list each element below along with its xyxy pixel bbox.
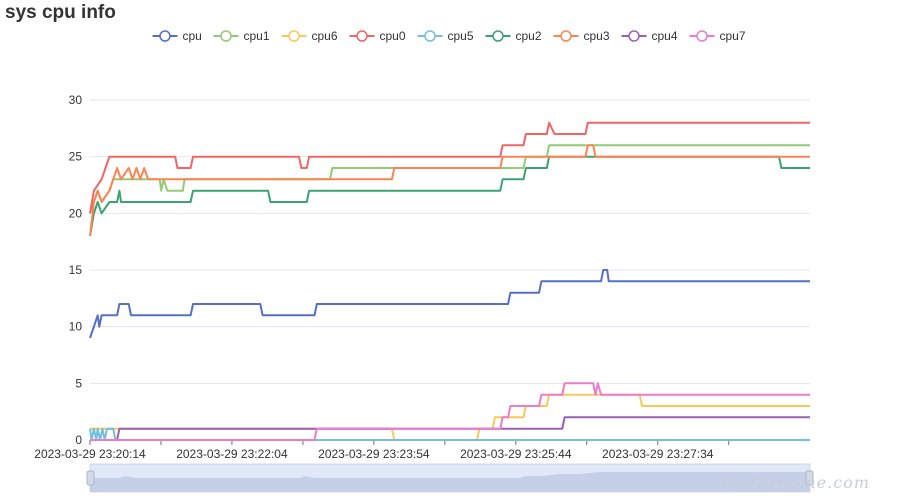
legend-item-cpu7[interactable]: cpu7 xyxy=(689,29,746,43)
legend-label-cpu6: cpu6 xyxy=(312,29,338,43)
y-tick-label: 0 xyxy=(75,433,82,447)
series-layer xyxy=(89,121,810,441)
legend-marker-cpu1 xyxy=(220,30,232,42)
legend-marker-cpu0 xyxy=(356,30,368,42)
legend-marker-cpu4 xyxy=(628,30,640,42)
zoom-handle-left[interactable] xyxy=(86,470,95,486)
y-tick-label: 20 xyxy=(69,206,83,220)
legend-marker-cpu6 xyxy=(288,30,300,42)
legend-item-cpu3[interactable]: cpu3 xyxy=(553,29,610,43)
series-line-cpu5[interactable] xyxy=(89,427,810,441)
grid-layer xyxy=(90,99,810,384)
y-tick-label: 5 xyxy=(75,376,82,390)
legend-label-cpu1: cpu1 xyxy=(244,29,270,43)
y-tick-label: 30 xyxy=(69,93,83,107)
y-tick-label: 25 xyxy=(69,150,83,164)
series-line-cpu3[interactable] xyxy=(89,144,810,237)
legend-item-cpu1[interactable]: cpu1 xyxy=(213,29,270,43)
x-tick-label: 2023-03-29 23:20:14 xyxy=(34,447,146,461)
zoom-handle-right[interactable] xyxy=(805,470,814,486)
legend-label-cpu: cpu xyxy=(183,29,202,43)
watermark: TestErhome.com xyxy=(719,473,870,492)
legend-item-cpu5[interactable]: cpu5 xyxy=(417,29,474,43)
legend-item-cpu2[interactable]: cpu2 xyxy=(485,29,542,43)
legend-marker-cpu2 xyxy=(492,30,504,42)
series-line-cpu0[interactable] xyxy=(89,121,810,214)
legend-label-cpu3: cpu3 xyxy=(584,29,610,43)
legend: cpu cpu1 cpu6 cpu0 cpu5 cpu2 cpu3 cpu4 cpu7 xyxy=(152,29,746,43)
chart-title: sys cpu info xyxy=(5,2,116,23)
x-tick-label: 2023-03-29 23:22:04 xyxy=(176,447,288,461)
zoom-selected-range xyxy=(90,464,810,492)
x-tick-label: 2023-03-29 23:23:54 xyxy=(318,447,430,461)
series-line-cpu[interactable] xyxy=(89,269,810,339)
legend-label-cpu5: cpu5 xyxy=(448,29,474,43)
legend-marker-cpu xyxy=(159,30,171,42)
legend-item-cpu0[interactable]: cpu0 xyxy=(349,29,406,43)
series-line-cpu7[interactable] xyxy=(90,382,810,441)
legend-label-cpu7: cpu7 xyxy=(720,29,746,43)
legend-item-cpu[interactable]: cpu xyxy=(152,29,202,43)
series-line-cpu2[interactable] xyxy=(89,155,810,237)
y-tick-label: 10 xyxy=(69,320,83,334)
legend-label-cpu4: cpu4 xyxy=(652,29,678,43)
legend-marker-cpu7 xyxy=(696,30,708,42)
x-tick-label: 2023-03-29 23:25:44 xyxy=(460,447,572,461)
y-tick-label: 15 xyxy=(69,263,83,277)
legend-label-cpu2: cpu2 xyxy=(516,29,542,43)
legend-marker-cpu3 xyxy=(560,30,572,42)
data-zoom-slider[interactable] xyxy=(86,463,814,493)
legend-item-cpu4[interactable]: cpu4 xyxy=(621,29,678,43)
legend-label-cpu0: cpu0 xyxy=(380,29,406,43)
zoom-shadow xyxy=(90,472,810,492)
x-tick-label: 2023-03-29 23:27:34 xyxy=(602,447,714,461)
legend-item-cpu6[interactable]: cpu6 xyxy=(281,29,338,43)
legend-marker-cpu5 xyxy=(424,30,436,42)
series-line-cpu4[interactable] xyxy=(90,416,810,441)
